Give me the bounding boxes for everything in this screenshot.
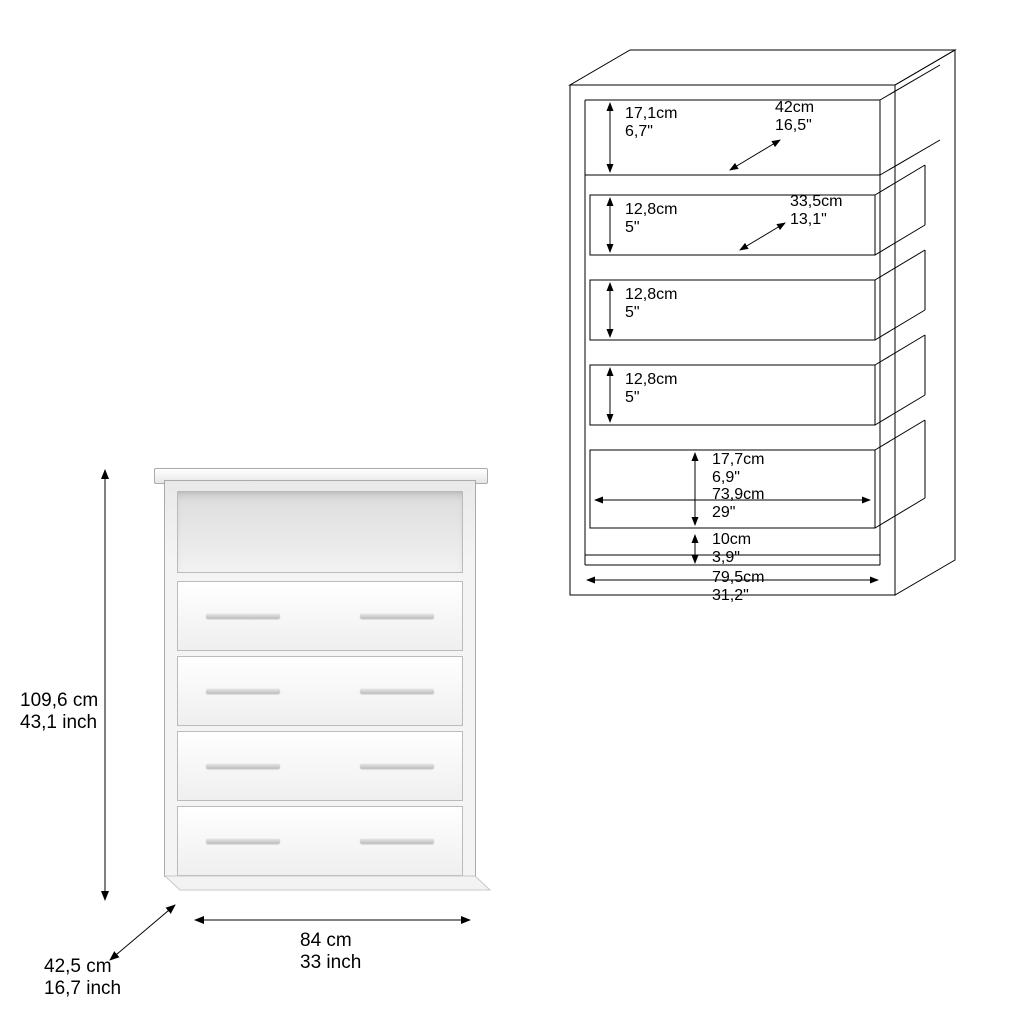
dim-depth-inch: 16,7 inch	[44, 978, 121, 1001]
dim-height-inch: 43,1 inch	[20, 712, 97, 735]
interior-top-h-in: 6,7"	[625, 122, 653, 141]
interior-innerw-cm: 79,5cm	[712, 568, 764, 587]
interior-d2-h-in: 5"	[625, 303, 640, 322]
interior-d1-h-in: 5"	[625, 218, 640, 237]
dim-height-cm: 109,6 cm	[20, 690, 98, 713]
interior-top-d-in: 16,5"	[775, 116, 812, 135]
interior-base-h-cm: 10cm	[712, 530, 751, 549]
dim-width-inch: 33 inch	[300, 952, 361, 975]
interior-top-h-cm: 17,1cm	[625, 104, 677, 123]
interior-dd-in: 13,1"	[790, 210, 827, 229]
interior-d4-h-cm: 17,7cm	[712, 450, 764, 469]
interior-dw-cm: 73,9cm	[712, 485, 764, 504]
interior-dw-in: 29"	[712, 503, 735, 522]
interior-dd-cm: 33,5cm	[790, 192, 842, 211]
interior-top-d-cm: 42cm	[775, 98, 814, 117]
interior-d2-h-cm: 12,8cm	[625, 285, 677, 304]
interior-d3-h-cm: 12,8cm	[625, 370, 677, 389]
interior-d1-h-cm: 12,8cm	[625, 200, 677, 219]
interior-base-h-in: 3,9"	[712, 548, 740, 567]
interior-innerw-in: 31,2"	[712, 586, 749, 605]
interior-d3-h-in: 5"	[625, 388, 640, 407]
dim-depth-cm: 42,5 cm	[44, 956, 112, 979]
dim-width-cm: 84 cm	[300, 930, 352, 953]
